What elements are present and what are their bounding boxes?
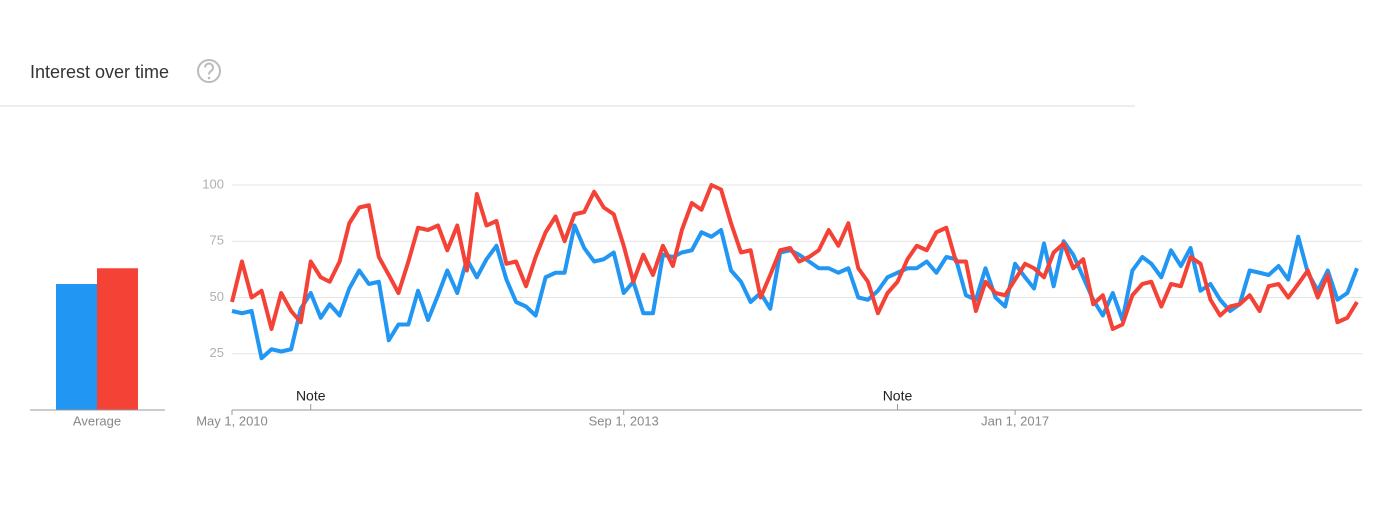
y-tick-label: 25 bbox=[210, 345, 224, 360]
y-tick-label: 75 bbox=[210, 233, 224, 248]
y-tick-label: 100 bbox=[202, 176, 224, 191]
x-tick-label: Sep 1, 2013 bbox=[589, 413, 659, 428]
average-bar bbox=[97, 268, 138, 410]
help-icon[interactable] bbox=[197, 59, 221, 83]
annotation: Note bbox=[883, 388, 913, 404]
x-tick-label: Jan 1, 2017 bbox=[981, 413, 1049, 428]
annotation: Note bbox=[296, 388, 326, 404]
average-bar bbox=[56, 284, 97, 410]
average-label: Average bbox=[73, 413, 121, 428]
series-line bbox=[230, 183, 1359, 331]
x-tick-label: May 1, 2010 bbox=[196, 413, 268, 428]
widget-title: Interest over time bbox=[30, 62, 169, 82]
y-tick-label: 50 bbox=[210, 289, 224, 304]
